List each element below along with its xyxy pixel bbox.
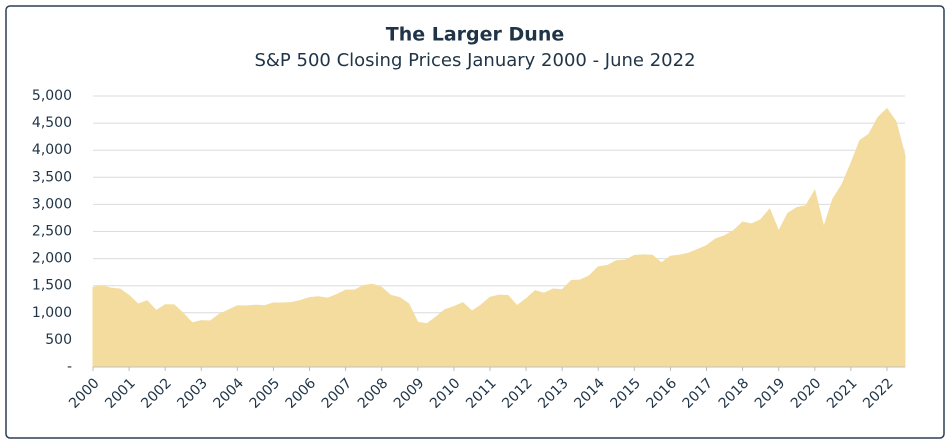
y-tick-label: 3,500 [32,169,72,185]
y-tick-label: 2,000 [32,251,72,267]
y-tick-label: 2,500 [32,224,72,240]
chart-subtitle: S&P 500 Closing Prices January 2000 - Ju… [254,50,695,71]
area [92,107,906,368]
y-tick-label: 1,500 [32,278,72,294]
chart-title: The Larger Dune [386,24,564,46]
y-tick-label: 5,000 [32,88,72,104]
y-tick-label: 500 [45,332,72,348]
y-tick-label: 1,000 [32,305,72,321]
y-tick-label: 3,000 [32,196,72,212]
y-tick-label: - [67,359,72,375]
y-tick-label: 4,500 [32,115,72,131]
y-tick-label: 4,000 [32,142,72,158]
